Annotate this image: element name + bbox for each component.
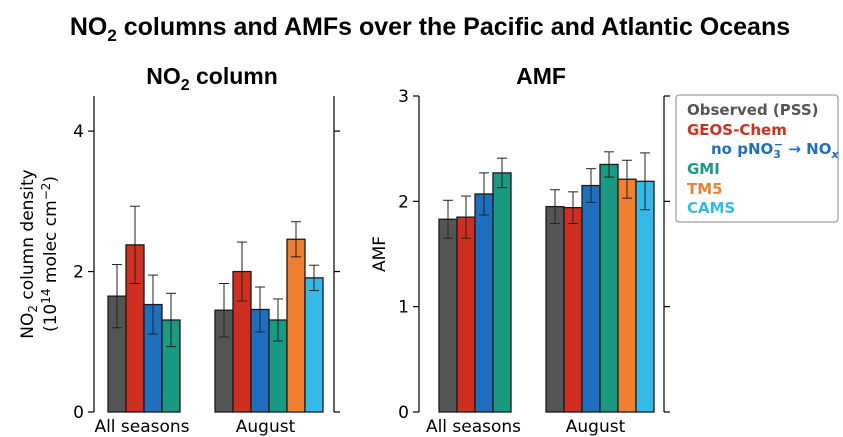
x-tick-label: August: [236, 417, 296, 437]
bar-amf-1-0: [545, 205, 565, 413]
figure-title: NO2 columns and AMFs over the Pacific an…: [70, 13, 790, 45]
y-axis-label-pre: NO: [18, 313, 38, 339]
y-tick-label: 2: [398, 192, 409, 212]
y-axis-units-sup: 14: [39, 289, 53, 304]
y-tick-label: 0: [398, 403, 409, 423]
x-tick-label: All seasons: [426, 417, 521, 437]
bar-amf-0-2: [474, 193, 494, 413]
y-tick-label: 0: [73, 403, 84, 423]
y-axis-label-post: column density: [18, 169, 38, 305]
legend-box: [675, 94, 839, 223]
bar-no2-1-4: [286, 238, 306, 413]
bar-amf-1-1: [563, 207, 583, 413]
figure-title-pre: NO: [70, 13, 108, 41]
bar-amf-1-5: [635, 180, 655, 413]
legend-sup: −: [774, 138, 783, 151]
y-tick-label: 3: [398, 87, 409, 107]
x-tick-label: August: [566, 417, 626, 437]
legend-sub: x: [830, 148, 839, 161]
y-axis-label: AMF: [370, 236, 390, 272]
legend-item-4: TM5: [687, 180, 723, 198]
bar-amf-0-1: [456, 216, 476, 413]
bar-amf-0-0: [438, 218, 458, 413]
bar-no2-1-5: [304, 277, 324, 413]
panel-title-pre: NO: [146, 63, 181, 89]
x-tick-label: All seasons: [94, 417, 189, 437]
legend-item-2: no pNO3− → NOx: [711, 138, 839, 161]
y-axis-label-sub: 2: [26, 305, 40, 313]
bar-amf-1-3: [599, 163, 619, 413]
y-axis-units-pre: (10: [41, 304, 61, 332]
y-axis-units-mid: molec cm: [41, 200, 61, 288]
bar-amf-1-4: [617, 178, 637, 413]
legend-sub: 3: [773, 148, 781, 161]
y-axis-units-post: ): [41, 176, 61, 183]
y-axis-label-line1: NO2 column density: [18, 169, 40, 338]
y-axis-units-sup2: −2: [39, 183, 53, 201]
y-tick-label: 2: [73, 263, 84, 283]
y-tick-label: 1: [398, 298, 409, 318]
panel-title-sub: 2: [181, 77, 190, 94]
bar-amf-0-3: [492, 172, 512, 413]
bar-amf-1-2: [581, 184, 601, 413]
panel-title-post: column: [190, 63, 278, 89]
legend-item-0: Observed (PSS): [687, 101, 819, 119]
chart-amf: AMF All seasons August 0 1 2 3 AMF: [370, 63, 670, 437]
figure-title-post: columns and AMFs over the Pacific and At…: [117, 13, 790, 41]
y-tick-label: 4: [73, 122, 84, 142]
legend-part: → NO: [783, 140, 831, 158]
legend-item-3: GMI: [687, 160, 720, 178]
legend-item-5: CAMS: [687, 199, 735, 217]
panel-title: AMF: [516, 63, 566, 89]
y-axis-label-line2: (1014 molec cm−2): [39, 176, 61, 332]
panel-title-pre: AMF: [516, 63, 566, 89]
panel-title: NO2 column: [146, 63, 278, 94]
legend-part: no pNO: [711, 140, 773, 158]
legend-item-1: GEOS-Chem: [687, 121, 787, 139]
figure-title-sub: 2: [107, 26, 116, 45]
